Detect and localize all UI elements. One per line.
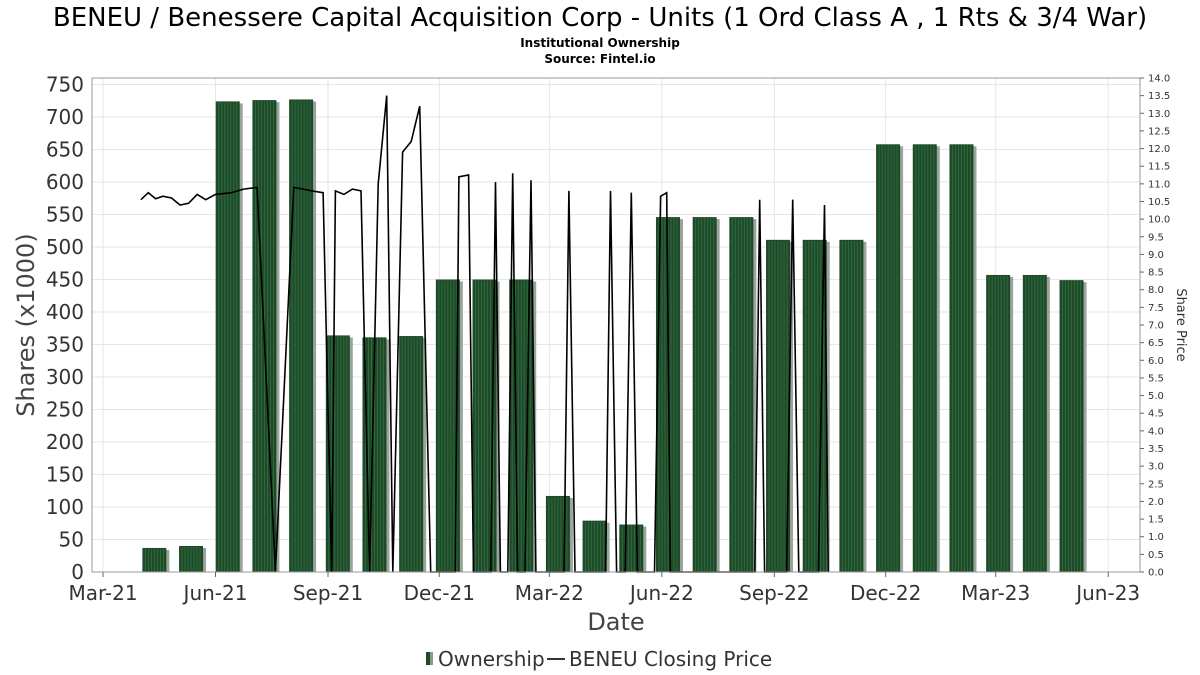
y2-tick-label: 3.0 (1148, 462, 1164, 473)
y2-tick-label: 2.0 (1148, 497, 1164, 508)
ownership-bar (729, 217, 757, 572)
y-tick-label: 50 (59, 528, 84, 552)
ownership-bar (325, 335, 353, 572)
y2-tick-label: 12.5 (1148, 126, 1170, 137)
x-tick-label: Jun-22 (628, 581, 694, 605)
y-tick-label: 600 (46, 170, 84, 194)
y2-tick-label: 13.0 (1148, 109, 1170, 120)
ownership-bar (766, 239, 794, 572)
y2-tick-label: 11.0 (1148, 179, 1170, 190)
y2-tick-label: 4.5 (1148, 409, 1164, 420)
y-tick-label: 150 (46, 463, 84, 487)
y2-tick-label: 10.0 (1148, 215, 1170, 226)
y2-tick-label: 13.5 (1148, 91, 1170, 102)
y-tick-label: 200 (46, 430, 84, 454)
legend-price-label: BENEU Closing Price (569, 647, 772, 671)
y-tick-label: 0 (71, 560, 84, 584)
x-tick-label: Jun-23 (1074, 581, 1140, 605)
legend-ownership-swatch (426, 652, 433, 665)
y2-tick-label: 7.0 (1148, 321, 1164, 332)
y-tick-label: 550 (46, 203, 84, 227)
y2-tick-label: 4.0 (1148, 426, 1164, 437)
y-tick-label: 400 (46, 300, 84, 324)
ownership-bar (876, 144, 904, 573)
ownership-bar (692, 217, 720, 572)
y2-tick-label: 0.0 (1148, 568, 1164, 579)
y2-tick-label: 11.5 (1148, 162, 1170, 173)
y2-tick-label: 6.5 (1148, 338, 1164, 349)
x-tick-label: Mar-23 (961, 581, 1030, 605)
ownership-bar (1059, 280, 1087, 572)
y2-tick-label: 8.5 (1148, 268, 1164, 279)
y2-tick-label: 14.0 (1148, 74, 1170, 85)
x-tick-label: Mar-21 (68, 581, 137, 605)
y2-tick-label: 2.5 (1148, 479, 1164, 490)
y-tick-label: 350 (46, 333, 84, 357)
y2-tick-label: 1.5 (1148, 515, 1164, 526)
x-tick-label: Dec-22 (850, 581, 921, 605)
ownership-bar (1022, 274, 1050, 572)
ownership-bar (545, 495, 573, 572)
ownership-bar (435, 279, 463, 572)
y2-tick-label: 3.5 (1148, 444, 1164, 455)
legend-ownership-label: Ownership (438, 647, 545, 671)
ownership-bar (252, 100, 280, 572)
chart-title: BENEU / Benessere Capital Acquisition Co… (53, 3, 1147, 33)
ownership-bar (986, 274, 1014, 572)
y-tick-label: 500 (46, 235, 84, 259)
x-axis-label: Date (587, 608, 644, 636)
x-tick-label: Sep-22 (739, 581, 809, 605)
y2-tick-label: 10.5 (1148, 197, 1170, 208)
ownership-bar (472, 279, 500, 572)
y2-tick-label: 7.5 (1148, 303, 1164, 314)
y-tick-label: 100 (46, 495, 84, 519)
x-tick-label: Sep-21 (293, 581, 363, 605)
y-tick-label: 450 (46, 268, 84, 292)
y2-axis-label: Share Price (1173, 288, 1188, 361)
chart-subtitle-2: Source: Fintel.io (544, 52, 655, 66)
chart-subtitle-1: Institutional Ownership (520, 36, 680, 50)
ownership-bar (619, 524, 647, 572)
left-axis-ticks: 0 50 100 150 200 250 300 350 400 450 500 550 600 650 7… (46, 73, 84, 585)
y-tick-label: 650 (46, 138, 84, 162)
y-tick-label: 700 (46, 105, 84, 129)
y2-tick-label: 12.0 (1148, 144, 1170, 155)
price-line-layer (140, 95, 829, 573)
y2-tick-label: 8.0 (1148, 285, 1164, 296)
ownership-bar (289, 99, 317, 572)
y2-tick-label: 1.0 (1148, 532, 1164, 543)
y2-tick-label: 9.0 (1148, 250, 1164, 261)
legend: Ownership BENEU Closing Price (426, 647, 772, 671)
y2-tick-label: 0.5 (1148, 550, 1164, 561)
ownership-bar (949, 144, 977, 573)
x-tick-label: Mar-22 (515, 581, 584, 605)
ownership-bar (912, 144, 940, 573)
y-axis-label: Shares (x1000) (12, 233, 40, 416)
y2-tick-label: 9.5 (1148, 232, 1164, 243)
y2-tick-label: 6.0 (1148, 356, 1164, 367)
y2-tick-label: 5.5 (1148, 373, 1164, 384)
y-tick-label: 750 (46, 73, 84, 97)
ownership-bar (215, 101, 243, 573)
y-tick-label: 300 (46, 365, 84, 389)
x-axis-ticks: Mar-21 Jun-21 Sep-21 Dec-21 Mar-22 Jun-22 Sep-… (68, 572, 1140, 605)
ownership-bar (179, 546, 207, 572)
ownership-bar (399, 336, 427, 572)
ownership-bar (142, 547, 170, 572)
y-tick-label: 250 (46, 398, 84, 422)
right-axis-ticks: 0.0 0.5 1.0 1.5 2.0 2.5 3.0 3.5 4.0 4.5 5.0 5.5 6.0 6… (1140, 74, 1170, 579)
y2-tick-label: 5.0 (1148, 391, 1164, 402)
ownership-bars (142, 99, 1087, 573)
ownership-bar (839, 239, 867, 572)
x-tick-label: Jun-21 (182, 581, 248, 605)
price-line (140, 95, 829, 573)
x-tick-label: Dec-21 (404, 581, 475, 605)
